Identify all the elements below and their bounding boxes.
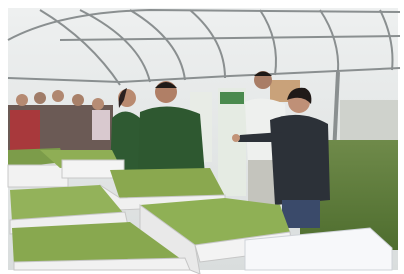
man-green-coat [138,106,205,175]
head [72,94,84,106]
crowd [8,90,113,150]
page [0,0,404,274]
jeans [282,200,320,228]
head [16,94,28,106]
head [92,98,104,110]
woman-dark-jacket [270,115,330,205]
planter-box [8,165,68,187]
head [52,90,64,102]
photo [0,0,404,274]
person [10,110,40,150]
hand [232,134,240,142]
poster-header [220,92,244,104]
person [92,110,110,140]
fence [340,100,398,140]
head [34,92,46,104]
